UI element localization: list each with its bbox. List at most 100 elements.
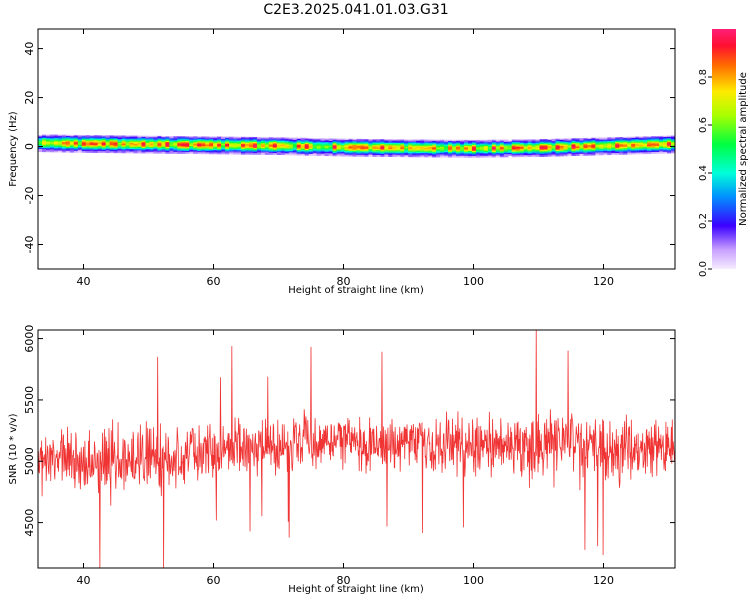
heatmap-cell	[627, 147, 632, 150]
heatmap-cell	[655, 143, 660, 146]
heatmap-cell	[173, 138, 178, 141]
heatmap-cell	[539, 146, 545, 149]
heatmap-cell	[631, 142, 636, 145]
heatmap-cell	[284, 148, 290, 151]
heatmap-cell	[69, 140, 75, 143]
heatmap-cell	[567, 150, 573, 153]
heatmap-cell	[189, 149, 194, 152]
heatmap-cell	[165, 149, 170, 152]
heatmap-cell	[65, 147, 71, 149]
snr-y-label: SNR (10 * v/v)	[8, 413, 19, 484]
heatmap-cell	[276, 151, 282, 154]
heatmap-cell	[563, 150, 569, 153]
heatmap-cell	[467, 146, 473, 148]
heatmap-cell	[483, 148, 489, 151]
heatmap-cell	[424, 140, 429, 143]
heatmap-cell	[412, 143, 417, 145]
heatmap-cell	[81, 136, 87, 139]
heatmap-cell	[587, 145, 592, 148]
heatmap-cell	[583, 137, 589, 140]
heatmap-cell	[408, 155, 413, 158]
heatmap-cell	[428, 155, 433, 158]
heatmap-cell	[651, 150, 656, 153]
heatmap-cell	[165, 140, 170, 143]
heatmap-cell	[252, 139, 258, 142]
heatmap-cell	[655, 139, 660, 142]
heatmap-cell	[65, 142, 71, 144]
heatmap-cell	[356, 145, 362, 147]
heatmap-cell	[495, 147, 501, 149]
heatmap-cell	[416, 144, 421, 147]
heatmap-cell	[475, 153, 481, 156]
heatmap-cell	[245, 144, 250, 147]
heatmap-cell	[169, 149, 174, 152]
heatmap-cell	[69, 137, 75, 140]
heatmap-cell	[619, 148, 624, 150]
heatmap-cell	[324, 143, 330, 146]
heatmap-cell	[452, 144, 457, 147]
heatmap-cell	[440, 155, 445, 158]
heatmap-cell	[483, 149, 489, 152]
heatmap-cell	[344, 142, 350, 145]
heatmap-cell	[503, 153, 509, 155]
heatmap-cell	[579, 153, 585, 156]
heatmap-cell	[49, 148, 55, 150]
heatmap-cell	[360, 146, 366, 149]
heatmap-cell	[312, 139, 318, 142]
heatmap-cell	[89, 140, 95, 142]
heatmap-cell	[380, 155, 385, 157]
heatmap-cell	[659, 137, 664, 139]
heatmap-cell	[475, 139, 481, 142]
heatmap-cell	[324, 138, 330, 141]
heatmap-cell	[284, 149, 290, 152]
heatmap-cell	[113, 145, 119, 148]
heatmap-cell	[392, 150, 397, 153]
heatmap-cell	[647, 152, 652, 154]
heatmap-cell	[89, 149, 95, 152]
heatmap-cell	[249, 143, 254, 145]
heatmap-cell	[511, 143, 517, 145]
heatmap-cell	[452, 142, 457, 145]
heatmap-cell	[372, 154, 378, 157]
heatmap-cell	[81, 150, 87, 153]
heatmap-cell	[161, 150, 166, 153]
heatmap-cell	[567, 139, 573, 142]
heatmap-cell	[61, 145, 67, 148]
heatmap-cell	[69, 145, 75, 148]
heatmap-cell	[627, 146, 632, 149]
heatmap-cell	[551, 149, 557, 152]
heatmap-cell	[635, 151, 640, 154]
heatmap-cell	[487, 148, 493, 151]
heatmap-cell	[400, 151, 405, 154]
heatmap-cell	[237, 146, 242, 149]
heatmap-cell	[241, 138, 246, 140]
heatmap-cell	[328, 148, 334, 151]
heatmap-cell	[507, 148, 513, 150]
heatmap-cell	[495, 150, 501, 153]
heatmap-cell	[463, 142, 469, 145]
heatmap-cell	[432, 153, 437, 155]
heatmap-cell	[173, 149, 178, 152]
heatmap-cell	[45, 135, 51, 138]
heatmap-cell	[197, 140, 202, 142]
heatmap-cell	[527, 141, 533, 144]
heatmap-cell	[491, 142, 497, 144]
heatmap-cell	[639, 149, 644, 152]
heatmap-cell	[324, 142, 330, 144]
heatmap-cell	[392, 153, 397, 156]
heatmap-cell	[221, 140, 226, 143]
heatmap-cell	[113, 151, 119, 154]
heatmap-cell	[256, 137, 262, 139]
heatmap-cell	[487, 147, 493, 149]
heatmap-cell	[643, 143, 648, 146]
heatmap-cell	[252, 146, 258, 149]
heatmap-cell	[643, 142, 648, 145]
heatmap-cell	[384, 153, 389, 156]
heatmap-cell	[296, 149, 302, 152]
heatmap-cell	[300, 146, 306, 149]
heatmap-cell	[113, 150, 119, 152]
heatmap-cell	[312, 140, 318, 143]
heatmap-cell	[105, 145, 111, 147]
heatmap-cell	[643, 137, 648, 140]
heatmap-cell	[471, 142, 477, 145]
